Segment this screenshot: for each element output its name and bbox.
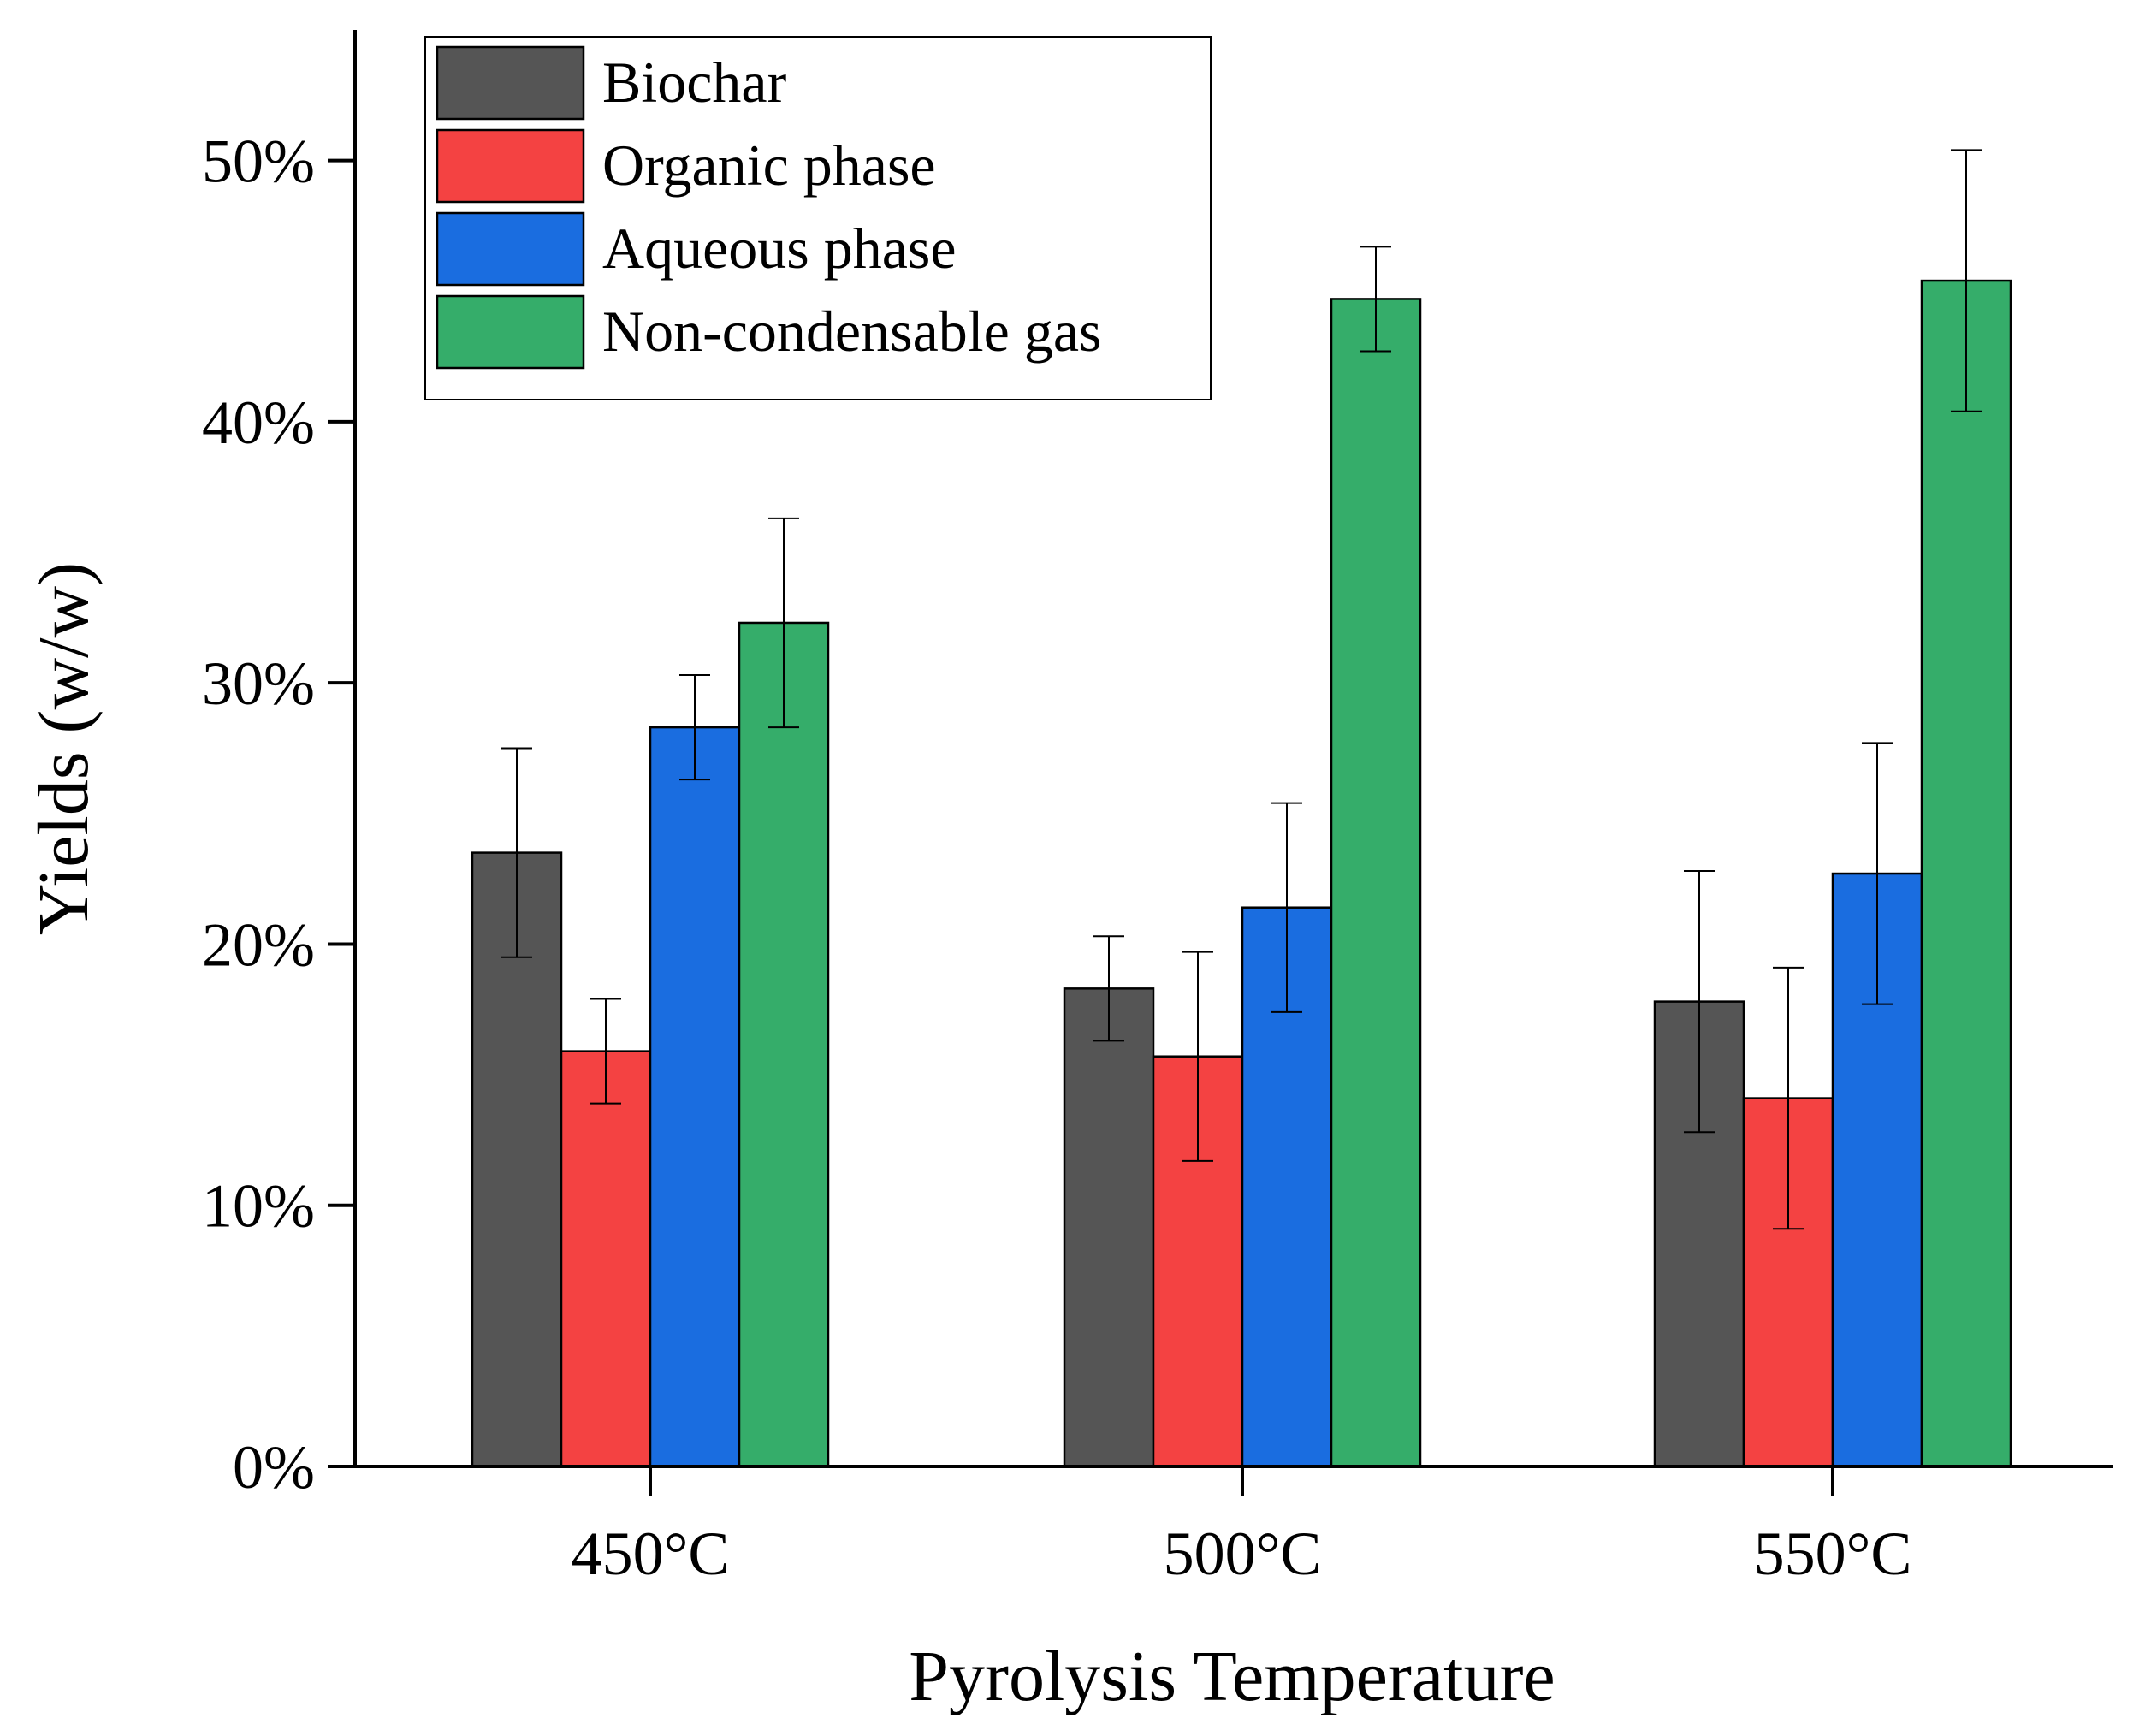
legend-label-aqueous-phase: Aqueous phase: [602, 216, 957, 281]
legend-swatch-organic-phase: [436, 128, 585, 204]
y-tick-label: 10%: [202, 1172, 315, 1241]
legend-swatch-aqueous-phase: [436, 211, 585, 287]
error-bar-organic-phase-1: [1182, 951, 1213, 1162]
y-tick-label: 0%: [233, 1433, 315, 1502]
legend: Biochar Organic phase Aqueous phase Non-con…: [424, 36, 1212, 400]
error-bar-aqueous-phase-2: [1862, 742, 1893, 1005]
x-tick-label: 550°C: [1754, 1520, 1912, 1588]
bar-non-condensable-gas-0: [738, 621, 830, 1468]
error-bar-organic-phase-2: [1773, 966, 1804, 1230]
legend-label-organic-phase: Organic phase: [602, 133, 936, 198]
legend-label-biochar: Biochar: [602, 50, 787, 115]
x-axis-title: Pyrolysis Temperature: [909, 1637, 1555, 1716]
x-tick-label: 500°C: [1164, 1520, 1322, 1588]
axes-layer: [328, 30, 2113, 1468]
bar-aqueous-phase-0: [649, 726, 741, 1468]
y-axis-title: Yields (w/w): [24, 562, 104, 935]
y-tick-label: 20%: [202, 910, 315, 979]
error-bar-non-condensable-gas-1: [1360, 246, 1391, 353]
error-bar-aqueous-phase-1: [1271, 802, 1302, 1013]
error-bar-non-condensable-gas-0: [768, 517, 799, 729]
error-bar-biochar-0: [501, 747, 532, 958]
bar-non-condensable-gas-2: [1920, 279, 2012, 1468]
legend-swatch-non-condensable-gas: [436, 294, 585, 370]
error-bar-non-condensable-gas-2: [1951, 149, 1982, 412]
bar-non-condensable-gas-1: [1330, 298, 1422, 1468]
bar-organic-phase-0: [560, 1050, 652, 1468]
x-tick-label: 450°C: [572, 1520, 730, 1588]
bar-biochar-1: [1063, 987, 1155, 1468]
y-tick-label: 50%: [202, 127, 315, 196]
y-tick-label: 30%: [202, 649, 315, 718]
legend-label-non-condensable-gas: Non-condensable gas: [602, 299, 1101, 364]
error-bar-biochar-2: [1684, 869, 1715, 1134]
error-bar-aqueous-phase-0: [679, 674, 710, 781]
y-tick-label: 40%: [202, 388, 315, 457]
bars-layer: [471, 279, 2012, 1468]
error-bar-organic-phase-0: [590, 998, 621, 1105]
legend-swatch-biochar: [436, 45, 585, 121]
ticks-layer: 0% 10% 20% 30% 40% 50% 450°C 500°C 550°C: [202, 127, 1911, 1588]
error-bar-biochar-1: [1093, 935, 1124, 1042]
error-bars-layer: [501, 149, 1982, 1230]
